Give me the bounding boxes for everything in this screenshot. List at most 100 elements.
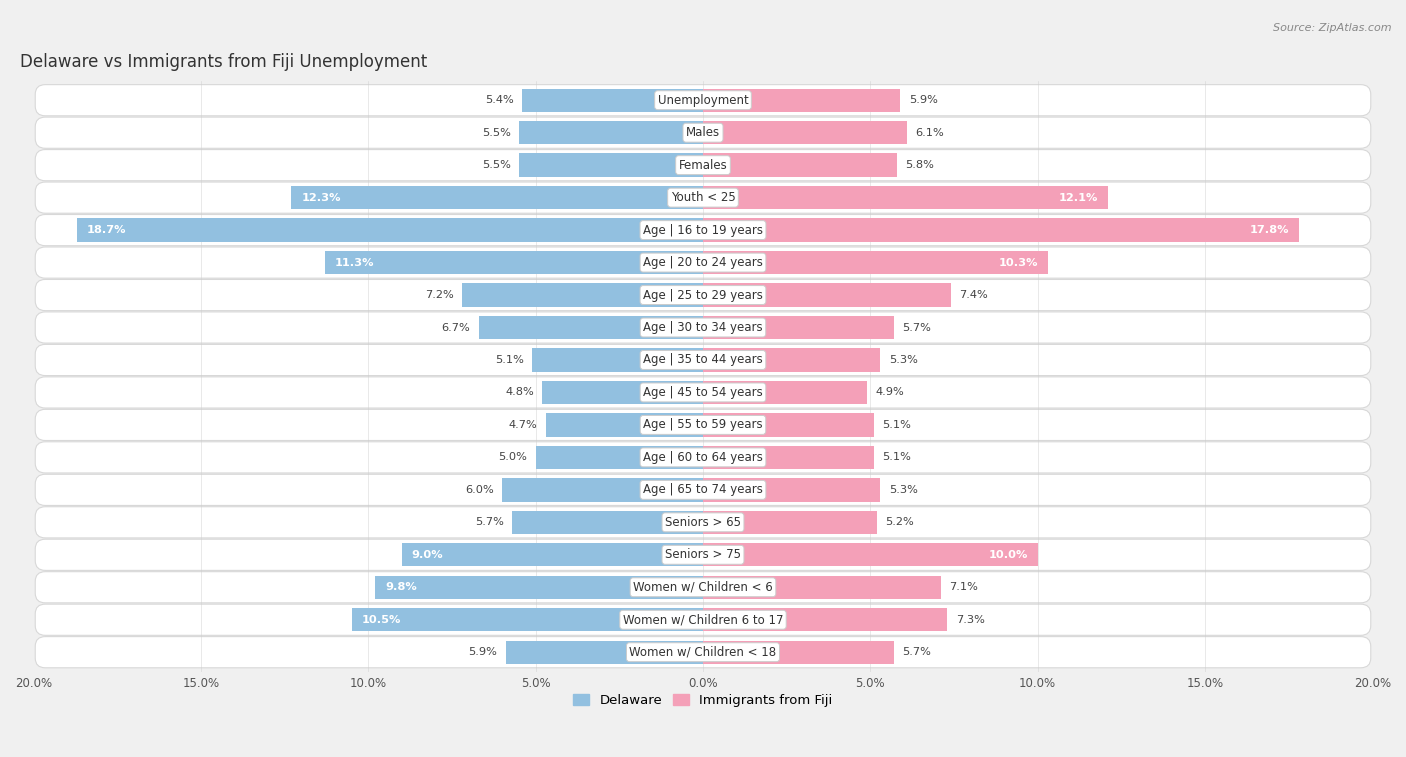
Text: 7.2%: 7.2% bbox=[425, 290, 454, 300]
Bar bbox=[502, 478, 703, 502]
Bar bbox=[519, 154, 703, 177]
FancyBboxPatch shape bbox=[35, 604, 1371, 635]
Text: Males: Males bbox=[686, 126, 720, 139]
Text: 5.1%: 5.1% bbox=[882, 453, 911, 463]
Text: 12.3%: 12.3% bbox=[301, 192, 340, 203]
Bar bbox=[703, 608, 948, 631]
Text: 5.7%: 5.7% bbox=[903, 322, 931, 332]
Bar bbox=[478, 316, 703, 339]
Bar bbox=[703, 348, 880, 372]
FancyBboxPatch shape bbox=[35, 85, 1371, 116]
Bar bbox=[77, 219, 703, 241]
Text: Females: Females bbox=[679, 159, 727, 172]
FancyBboxPatch shape bbox=[35, 312, 1371, 343]
FancyBboxPatch shape bbox=[35, 475, 1371, 506]
Text: 5.9%: 5.9% bbox=[908, 95, 938, 105]
Bar bbox=[703, 186, 1108, 210]
Text: 18.7%: 18.7% bbox=[87, 225, 127, 235]
Text: 6.0%: 6.0% bbox=[465, 484, 494, 495]
Text: 10.5%: 10.5% bbox=[361, 615, 401, 625]
Bar bbox=[703, 478, 880, 502]
Text: 12.1%: 12.1% bbox=[1059, 192, 1098, 203]
Text: Age | 25 to 29 years: Age | 25 to 29 years bbox=[643, 288, 763, 301]
Bar bbox=[522, 89, 703, 112]
FancyBboxPatch shape bbox=[35, 344, 1371, 375]
Text: Age | 20 to 24 years: Age | 20 to 24 years bbox=[643, 256, 763, 269]
Text: 6.1%: 6.1% bbox=[915, 128, 945, 138]
Bar bbox=[536, 446, 703, 469]
Bar bbox=[703, 543, 1038, 566]
Bar bbox=[703, 283, 950, 307]
Text: 4.9%: 4.9% bbox=[876, 388, 904, 397]
Bar bbox=[506, 640, 703, 664]
Text: 5.8%: 5.8% bbox=[905, 160, 935, 170]
Text: 5.2%: 5.2% bbox=[886, 517, 914, 528]
Bar bbox=[703, 575, 941, 599]
Text: Women w/ Children < 6: Women w/ Children < 6 bbox=[633, 581, 773, 593]
FancyBboxPatch shape bbox=[35, 247, 1371, 278]
Bar bbox=[703, 121, 907, 145]
Bar bbox=[375, 575, 703, 599]
Text: 9.8%: 9.8% bbox=[385, 582, 416, 592]
Bar bbox=[703, 381, 868, 404]
Text: 4.7%: 4.7% bbox=[509, 420, 537, 430]
Bar bbox=[703, 251, 1047, 274]
Text: 9.0%: 9.0% bbox=[412, 550, 443, 559]
Text: Seniors > 75: Seniors > 75 bbox=[665, 548, 741, 561]
Text: 5.0%: 5.0% bbox=[498, 453, 527, 463]
Text: 5.9%: 5.9% bbox=[468, 647, 498, 657]
Text: Delaware vs Immigrants from Fiji Unemployment: Delaware vs Immigrants from Fiji Unemplo… bbox=[20, 53, 427, 71]
Text: Unemployment: Unemployment bbox=[658, 94, 748, 107]
Text: 7.3%: 7.3% bbox=[956, 615, 984, 625]
Legend: Delaware, Immigrants from Fiji: Delaware, Immigrants from Fiji bbox=[568, 689, 838, 712]
Text: Age | 45 to 54 years: Age | 45 to 54 years bbox=[643, 386, 763, 399]
Bar bbox=[703, 316, 894, 339]
FancyBboxPatch shape bbox=[35, 410, 1371, 441]
Text: Age | 30 to 34 years: Age | 30 to 34 years bbox=[643, 321, 763, 334]
Text: 4.8%: 4.8% bbox=[505, 388, 534, 397]
Bar bbox=[325, 251, 703, 274]
FancyBboxPatch shape bbox=[35, 150, 1371, 181]
Bar bbox=[519, 121, 703, 145]
Bar bbox=[463, 283, 703, 307]
Text: 5.1%: 5.1% bbox=[495, 355, 524, 365]
Text: Age | 16 to 19 years: Age | 16 to 19 years bbox=[643, 223, 763, 237]
FancyBboxPatch shape bbox=[35, 117, 1371, 148]
Bar bbox=[703, 446, 873, 469]
Text: 5.4%: 5.4% bbox=[485, 95, 513, 105]
FancyBboxPatch shape bbox=[35, 539, 1371, 570]
Bar bbox=[703, 154, 897, 177]
FancyBboxPatch shape bbox=[35, 572, 1371, 603]
Text: 5.5%: 5.5% bbox=[482, 160, 510, 170]
Text: 5.3%: 5.3% bbox=[889, 355, 918, 365]
Text: 7.4%: 7.4% bbox=[959, 290, 988, 300]
Bar bbox=[402, 543, 703, 566]
Bar bbox=[533, 348, 703, 372]
FancyBboxPatch shape bbox=[35, 506, 1371, 538]
FancyBboxPatch shape bbox=[35, 442, 1371, 473]
Text: Age | 65 to 74 years: Age | 65 to 74 years bbox=[643, 484, 763, 497]
FancyBboxPatch shape bbox=[35, 182, 1371, 213]
Bar bbox=[703, 89, 900, 112]
Text: 11.3%: 11.3% bbox=[335, 257, 374, 267]
Text: Youth < 25: Youth < 25 bbox=[671, 191, 735, 204]
Bar bbox=[703, 219, 1299, 241]
Text: 7.1%: 7.1% bbox=[949, 582, 979, 592]
Bar bbox=[703, 511, 877, 534]
Bar bbox=[546, 413, 703, 437]
Text: Age | 60 to 64 years: Age | 60 to 64 years bbox=[643, 451, 763, 464]
Bar bbox=[512, 511, 703, 534]
Text: Age | 35 to 44 years: Age | 35 to 44 years bbox=[643, 354, 763, 366]
FancyBboxPatch shape bbox=[35, 637, 1371, 668]
Text: 5.7%: 5.7% bbox=[475, 517, 503, 528]
Bar bbox=[703, 640, 894, 664]
Text: 10.3%: 10.3% bbox=[998, 257, 1038, 267]
Text: 5.7%: 5.7% bbox=[903, 647, 931, 657]
Text: 6.7%: 6.7% bbox=[441, 322, 471, 332]
FancyBboxPatch shape bbox=[35, 214, 1371, 246]
Bar bbox=[291, 186, 703, 210]
Text: Women w/ Children < 18: Women w/ Children < 18 bbox=[630, 646, 776, 659]
FancyBboxPatch shape bbox=[35, 279, 1371, 310]
Text: Seniors > 65: Seniors > 65 bbox=[665, 516, 741, 529]
Text: Age | 55 to 59 years: Age | 55 to 59 years bbox=[643, 419, 763, 431]
